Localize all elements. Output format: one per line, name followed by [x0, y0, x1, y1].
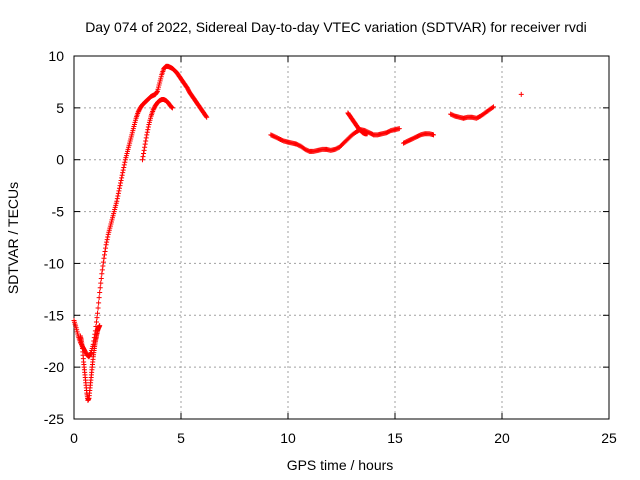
data-point [490, 104, 496, 110]
data-point [102, 249, 108, 254]
y-tick-label: 10 [48, 48, 64, 64]
data-point [203, 113, 209, 119]
y-tick-label: 0 [56, 152, 64, 168]
data-point [100, 263, 106, 269]
data-point [97, 323, 103, 329]
data-point [120, 167, 126, 173]
data-point [115, 193, 121, 199]
data-point [118, 177, 124, 183]
data-point [141, 150, 147, 156]
x-tick-label: 20 [494, 430, 510, 446]
x-tick-label: 15 [387, 430, 403, 446]
data-points [71, 63, 524, 403]
y-tick-label: -25 [44, 411, 64, 427]
data-point [94, 315, 100, 321]
data-point [100, 259, 106, 265]
data-point [144, 132, 150, 138]
x-tick-label: 0 [70, 430, 78, 446]
y-tick-labels: -25 -20 -15 -10 -5 0 5 10 [44, 48, 64, 427]
plot-frame [73, 55, 610, 420]
data-point [143, 135, 149, 141]
data-point [88, 351, 94, 357]
x-tick-label: 25 [601, 430, 617, 446]
y-tick-label: 5 [56, 100, 64, 116]
data-point [119, 175, 125, 181]
data-point [114, 198, 120, 204]
data-point [103, 245, 109, 251]
data-point [144, 129, 150, 135]
data-point [142, 144, 148, 150]
x-axis-label: GPS time / hours [287, 457, 394, 473]
grid-lines [74, 56, 609, 419]
data-point [105, 234, 111, 240]
x-tick-labels: 0 5 10 15 20 25 [70, 430, 617, 446]
data-point [97, 285, 103, 291]
data-point [120, 170, 126, 176]
data-point [96, 300, 102, 306]
data-point [116, 188, 122, 194]
data-point [204, 114, 210, 120]
y-axis-label: SDTVAR / TECUs [5, 182, 21, 294]
y-tick-label: -5 [52, 204, 65, 220]
data-point [364, 131, 370, 137]
data-point [99, 271, 105, 277]
data-point [121, 164, 127, 170]
data-point [169, 104, 175, 110]
data-point [117, 183, 123, 189]
data-point [145, 127, 151, 133]
axis-ticks [73, 55, 610, 420]
data-point [168, 104, 174, 110]
data-point [396, 126, 402, 132]
x-tick-label: 10 [280, 430, 296, 446]
data-point [141, 147, 147, 153]
data-point [96, 295, 102, 301]
x-tick-label: 5 [177, 430, 185, 446]
data-point [431, 132, 437, 138]
data-point [154, 89, 160, 95]
data-point [98, 275, 104, 281]
data-point [145, 124, 151, 130]
data-point [118, 180, 124, 186]
data-point [169, 105, 175, 111]
data-point [116, 185, 122, 191]
data-point [104, 239, 110, 245]
data-point [97, 289, 103, 295]
y-tick-label: -10 [44, 255, 64, 271]
data-point [101, 255, 107, 261]
data-point [140, 154, 146, 160]
y-tick-label: -20 [44, 359, 64, 375]
data-point [103, 242, 109, 248]
data-point [122, 159, 128, 165]
data-point [119, 172, 125, 178]
data-point [102, 252, 107, 258]
data-point [114, 196, 120, 202]
data-point [518, 91, 524, 97]
data-point [139, 157, 145, 163]
data-point [93, 319, 99, 325]
data-point [121, 162, 127, 168]
data-point [143, 138, 149, 144]
data-point [489, 105, 495, 111]
chart-title: Day 074 of 2022, Sidereal Day-to-day VTE… [85, 19, 587, 35]
y-tick-label: -15 [44, 307, 64, 323]
data-point [95, 310, 101, 316]
data-point [115, 190, 121, 196]
data-point [99, 267, 105, 273]
data-point [104, 237, 110, 243]
data-point [98, 280, 104, 286]
data-point [95, 305, 101, 311]
data-point [142, 141, 148, 147]
